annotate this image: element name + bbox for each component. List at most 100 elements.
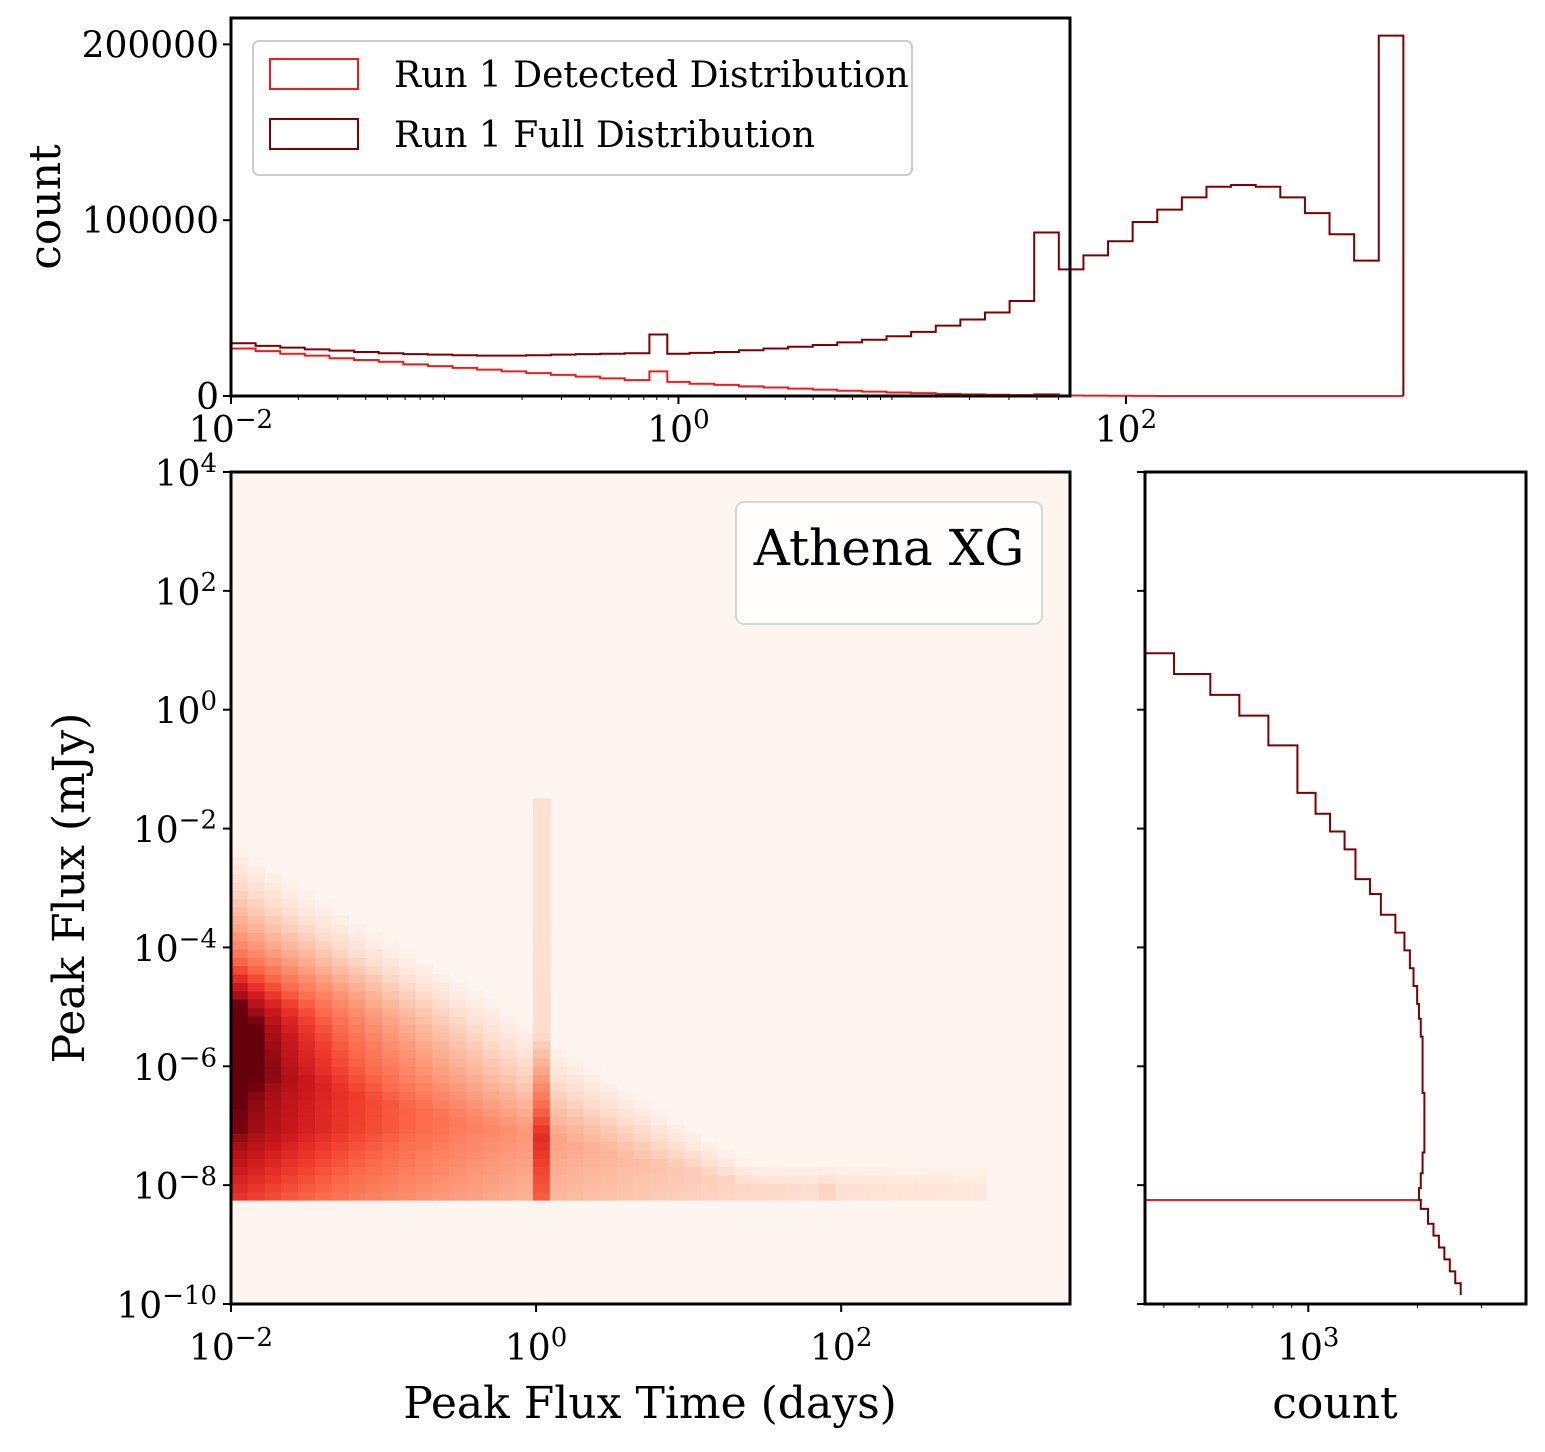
heatmap-cell [264, 1099, 282, 1109]
heatmap-cell [516, 1041, 534, 1050]
heatmap-cell [583, 1174, 601, 1184]
heatmap-cell [516, 1149, 534, 1159]
top-y-axis-label: count [20, 144, 71, 270]
heatmap-cell [247, 915, 266, 925]
heatmap-cell [600, 1191, 618, 1201]
heatmap-cell [247, 1107, 266, 1117]
heatmap-cell [264, 1041, 282, 1050]
heatmap-cell [449, 1124, 467, 1134]
heatmap-cell [667, 1141, 685, 1151]
heatmap-cell [314, 907, 333, 917]
heatmap-cell [415, 1183, 433, 1193]
heatmap-cell [365, 948, 383, 958]
heatmap-cell [432, 1191, 450, 1201]
heatmap-cell [449, 1024, 467, 1034]
heatmap-cell [365, 1049, 383, 1059]
heatmap-cell [465, 1107, 484, 1117]
heatmap-cell [684, 1174, 702, 1184]
heatmap-cell [465, 1166, 484, 1176]
heatmap-cell [382, 940, 400, 950]
heatmap-cell [281, 932, 299, 942]
heatmap-cell [566, 1166, 584, 1176]
heatmap-cell [583, 1091, 601, 1101]
heatmap-cell [566, 1066, 584, 1076]
heatmap-cell [801, 1174, 819, 1184]
heatmap-cell [851, 1166, 870, 1176]
heatmap-cell [465, 1174, 484, 1184]
heatmap-cell [415, 1141, 433, 1151]
heatmap-cell [365, 1082, 383, 1092]
heatmap-cell [415, 982, 433, 992]
heatmap-cell [633, 1116, 652, 1126]
heatmap-cell [851, 1174, 870, 1184]
heatmap-cell [231, 1166, 249, 1176]
heatmap-cell [231, 1041, 249, 1050]
heatmap-cell [600, 1124, 618, 1134]
heatmap-cell [365, 1007, 383, 1017]
heatmap-cell [667, 1191, 685, 1201]
heatmap-cell [465, 1191, 484, 1201]
heatmap-cell [499, 1057, 517, 1067]
heatmap-cell [633, 1099, 652, 1109]
heatmap-cell [348, 932, 366, 942]
heatmap-cell [516, 1166, 534, 1176]
heatmap-cell [566, 1191, 584, 1201]
heatmap-cell [298, 1032, 316, 1042]
heatmap-cell [432, 1091, 450, 1101]
heatmap-cell [281, 974, 299, 984]
heatmap-cell [281, 965, 299, 975]
heatmap-cell [818, 1166, 836, 1176]
heatmap-cell [331, 1099, 350, 1109]
heatmap-cell [281, 1015, 299, 1025]
heatmap-cell [700, 1141, 719, 1151]
heatmap-cell [281, 1024, 299, 1034]
heatmap-cell [533, 815, 551, 825]
heatmap-cell [616, 1191, 635, 1201]
heatmap-panel: 10−2 100 102 104 102 100 10−2 10−4 10−6 10−8 10−10… [44, 449, 1072, 1429]
heatmap-cell [365, 1158, 383, 1168]
heatmap-cell [365, 1183, 383, 1193]
heatmap-cell [382, 974, 400, 984]
heatmap-cell [281, 1091, 299, 1101]
heatmap-cell [365, 965, 383, 975]
heatmap-cell [314, 1032, 333, 1042]
top-x-tick-label: 10−2 [189, 405, 273, 451]
main-y-axis-label: Peak Flux (mJy) [44, 713, 95, 1064]
heatmap-cell [482, 1141, 501, 1151]
heatmap-cell [247, 1041, 266, 1050]
heatmap-cell [465, 1149, 484, 1159]
heatmap-cell [398, 1133, 417, 1143]
heatmap-cell [264, 882, 282, 892]
heatmap-cell [331, 982, 350, 992]
heatmap-cell [465, 1049, 484, 1059]
heatmap-cell [499, 1158, 517, 1168]
heatmap-cell [600, 1166, 618, 1176]
heatmap-cell [415, 1024, 433, 1034]
top-series-detected [230, 347, 1404, 397]
main-y-tick-label: 10−8 [133, 1162, 217, 1208]
heatmap-cell [348, 1032, 366, 1042]
heatmap-cell [482, 1091, 501, 1101]
heatmap-cell [398, 974, 417, 984]
heatmap-cell [482, 1116, 501, 1126]
heatmap-cell [449, 1015, 467, 1025]
heatmap-cell [314, 1082, 333, 1092]
heatmap-cell [281, 999, 299, 1009]
heatmap-cell [314, 1049, 333, 1059]
heatmap-cell [533, 898, 551, 908]
heatmap-cell [465, 1099, 484, 1109]
heatmap-cell [247, 965, 266, 975]
heatmap-cell [432, 982, 450, 992]
heatmap-cell [415, 1158, 433, 1168]
heatmap-cell [533, 1024, 551, 1034]
heatmap-cell [264, 907, 282, 917]
heatmap-cell [247, 932, 266, 942]
heatmap-cell [398, 982, 417, 992]
heatmap-cell [583, 1124, 601, 1134]
heatmap-cell [499, 1099, 517, 1109]
heatmap-cell [298, 923, 316, 933]
heatmap-cell [264, 1074, 282, 1084]
heatmap-cell [247, 990, 266, 1000]
heatmap-cell [465, 1024, 484, 1034]
heatmap-cell [633, 1133, 652, 1143]
